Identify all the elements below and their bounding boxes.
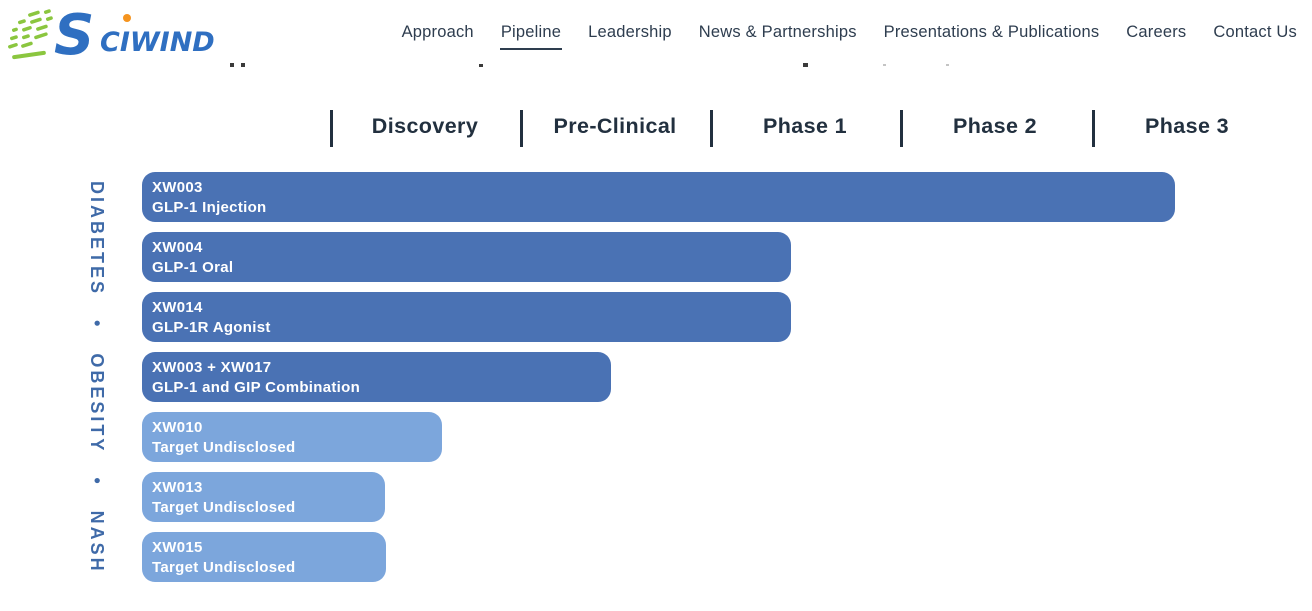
stage-divider [330,110,333,147]
logo-i-dot [123,14,131,22]
clipped-text-fragment [241,63,245,67]
candidate-target: GLP-1 Injection [152,199,267,216]
stage-label-discovery: Discovery [371,114,479,138]
stage-label-pre-clinical: Pre-Clinical [553,114,677,138]
clipped-text-fragment [230,63,234,67]
candidate-target: GLP-1R Agonist [152,319,271,336]
candidate-target: GLP-1 Oral [152,259,234,276]
stage-label-phase-3: Phase 3 [1144,114,1230,138]
candidate-target: GLP-1 and GIP Combination [152,379,361,396]
nav-item-leadership[interactable]: Leadership [588,22,672,41]
candidate-code: XW013 [152,479,203,496]
logo-wordmark: CIWIND [100,27,215,58]
pipeline-bar-xw003: XW003 GLP-1 Injection [142,172,1175,222]
nav-item-presentations-publications[interactable]: Presentations & Publications [883,22,1100,41]
clipped-text-fragment [479,64,483,67]
stage-label-phase-2: Phase 2 [952,114,1038,138]
category-axis-label: DIABETES • OBESITY • NASH [87,180,107,574]
candidate-code: XW010 [152,419,203,436]
stage-label-phase-1: Phase 1 [762,114,848,138]
nav-item-pipeline[interactable]: Pipeline [499,22,563,50]
candidate-target: Target Undisclosed [152,499,296,516]
sciwind-logo-graphic: S CIWIND [8,3,215,68]
candidate-code: XW014 [152,299,203,316]
candidate-target: Target Undisclosed [152,439,296,456]
logo-speedlines [8,9,53,60]
candidate-code: XW003 + XW017 [152,359,272,376]
main-nav: Approach Pipeline Leadership News & Partner… [402,0,1297,64]
nav-item-careers[interactable]: Careers [1126,22,1187,41]
pipeline-bar-xw013: XW013 Target Undisclosed [142,472,385,522]
pipeline-bar-xw004: XW004 GLP-1 Oral [142,232,791,282]
nav-item-approach[interactable]: Approach [401,22,474,41]
nav-item-contact-us[interactable]: Contact Us [1213,22,1297,41]
stage-divider [710,110,713,147]
pipeline-bar-xw010: XW010 Target Undisclosed [142,412,442,462]
sciwind-logo[interactable]: S CIWIND [6,3,221,68]
clipped-text-fragment [946,64,949,66]
pipeline-bar-xw015: XW015 Target Undisclosed [142,532,386,582]
candidate-code: XW015 [152,539,203,556]
nav-item-news-partnerships[interactable]: News & Partnerships [698,22,857,41]
pipeline-bar-xw003-xw017: XW003 + XW017 GLP-1 and GIP Combination [142,352,611,402]
pipeline-bar-xw014: XW014 GLP-1R Agonist [142,292,791,342]
stage-divider [1092,110,1095,147]
candidate-code: XW004 [152,239,203,256]
stage-divider [900,110,903,147]
clipped-text-fragment [883,64,886,66]
clipped-text-fragment [803,63,808,67]
stage-divider [520,110,523,147]
candidate-target: Target Undisclosed [152,559,296,576]
candidate-code: XW003 [152,179,203,196]
logo-letter-s: S [54,4,94,60]
